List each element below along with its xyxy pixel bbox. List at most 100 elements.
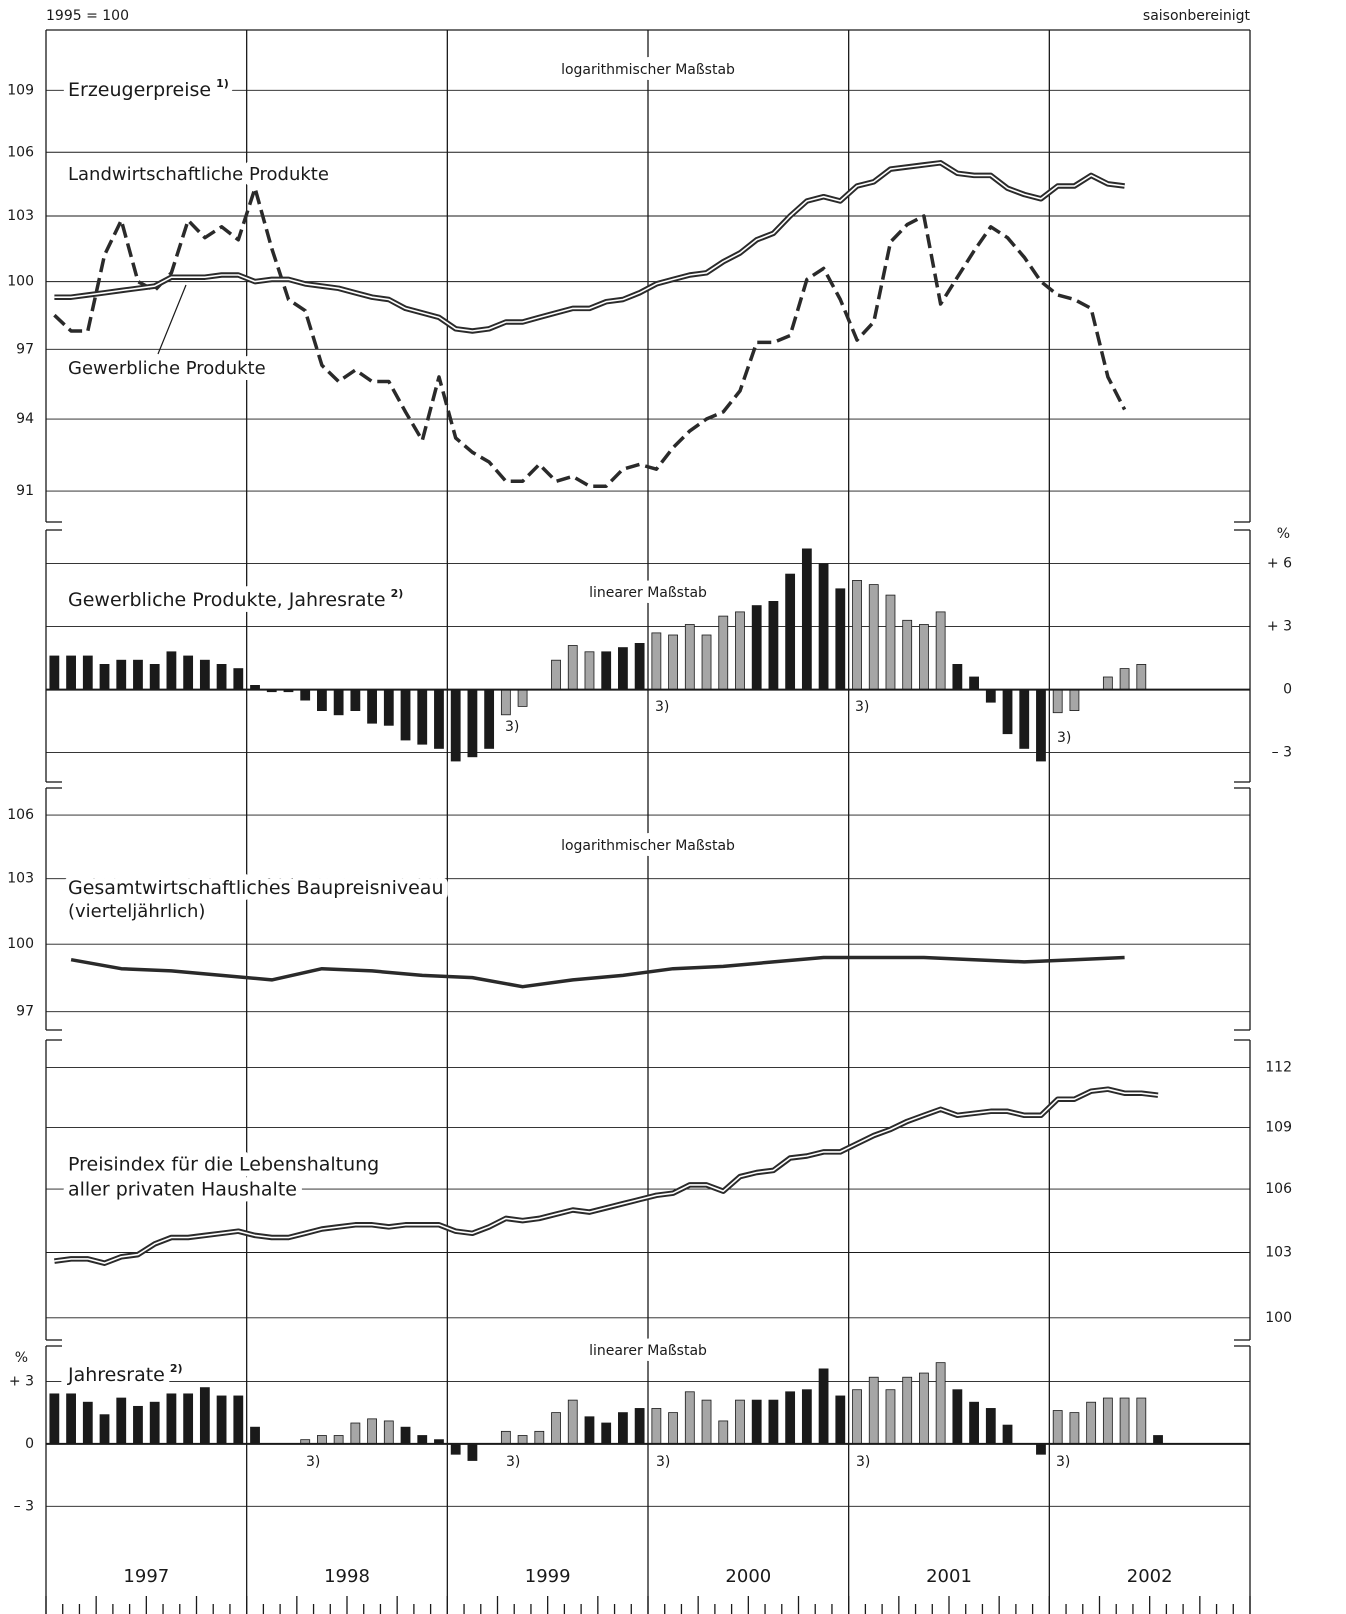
bar [618, 1412, 628, 1445]
bar [818, 563, 829, 690]
bar [634, 1408, 645, 1445]
bar [952, 1389, 963, 1445]
annotation: 3) [1056, 1454, 1070, 1470]
bar [1036, 1443, 1046, 1455]
grid-layer [45, 29, 1251, 1614]
annotation: 3) [655, 699, 669, 715]
bar [233, 1395, 244, 1445]
bar [902, 619, 913, 690]
series-label: Landwirtschaftliche Produkte [68, 164, 329, 185]
bar [317, 689, 327, 711]
bar [166, 1393, 177, 1445]
bar [116, 1397, 127, 1445]
bar [199, 1387, 210, 1445]
bar [149, 664, 160, 691]
mark-layer [46, 160, 1250, 1461]
bar [651, 632, 662, 691]
bar [367, 1418, 377, 1445]
line-series-inner [54, 1088, 1159, 1264]
bar [350, 689, 361, 711]
bar [400, 689, 411, 741]
bar [584, 651, 595, 690]
bar [216, 1395, 227, 1445]
y-unit: % [15, 1350, 28, 1366]
bar [868, 1376, 879, 1445]
y-tick-label: 112 [1265, 1059, 1292, 1075]
panel-title: Preisindex für die Lebenshaltung [68, 1154, 379, 1176]
y-tick-label: – 3 [1272, 745, 1292, 761]
bar [1036, 689, 1046, 762]
bar [233, 668, 244, 690]
bar [467, 1443, 478, 1461]
bar [500, 1430, 511, 1445]
bar [82, 1401, 93, 1445]
bar [935, 611, 946, 691]
y-tick-label: + 6 [1267, 556, 1292, 572]
bar [551, 1412, 561, 1445]
bar [417, 1435, 428, 1445]
bar [434, 689, 444, 749]
bar [902, 1376, 913, 1445]
bar [584, 1416, 595, 1445]
bar [718, 615, 729, 690]
bar [801, 548, 812, 691]
annotation: 3) [656, 1454, 670, 1470]
adjustment-note: saisonbereinigt [1143, 8, 1251, 24]
panel-title-text: Jahresrate [67, 1364, 165, 1386]
bar [551, 659, 561, 691]
bar [835, 1395, 846, 1445]
annotation: 3) [1057, 730, 1071, 746]
bar [450, 1443, 461, 1455]
bar [751, 605, 762, 690]
bar [99, 1414, 110, 1445]
bar [183, 1393, 194, 1445]
bar [1102, 1397, 1113, 1445]
panel-title-text: Erzeugerpreise [68, 79, 211, 101]
bar [852, 580, 862, 691]
y-tick-label: 100 [7, 274, 34, 290]
bar [969, 1401, 979, 1445]
bar [333, 689, 344, 716]
year-label: 2000 [725, 1566, 771, 1587]
year-label: 1999 [525, 1566, 571, 1587]
bar [467, 689, 478, 758]
bar [885, 1389, 896, 1445]
bar [751, 1399, 762, 1445]
year-label: 2002 [1127, 1566, 1173, 1587]
panel-title: Erzeugerpreise 1) [68, 77, 229, 101]
bar [601, 651, 612, 690]
series-label: Gewerbliche Produkte [68, 358, 266, 379]
y-tick-label: 100 [1265, 1310, 1292, 1326]
bar [601, 1422, 612, 1445]
bar [417, 689, 428, 745]
y-tick-label: 109 [7, 82, 34, 98]
bar [785, 1391, 796, 1445]
bar [1052, 1410, 1063, 1445]
bar [82, 655, 93, 690]
bar [166, 651, 177, 690]
bar [684, 1391, 695, 1445]
bar [919, 1372, 929, 1445]
bar [66, 1393, 76, 1445]
bar [350, 1422, 361, 1445]
bar [383, 1420, 394, 1445]
bar [450, 689, 461, 762]
bar [133, 659, 143, 691]
bar [835, 588, 846, 690]
footnote-ref: 2) [170, 1362, 183, 1375]
scale-note: logarithmischer Maßstab [561, 838, 735, 854]
bar [1069, 1412, 1080, 1445]
scale-note: linearer Maßstab [589, 585, 707, 601]
footnote-ref: 2) [391, 587, 404, 600]
bar [919, 624, 929, 690]
y-tick-label: 106 [1265, 1181, 1292, 1197]
bar [1052, 689, 1063, 714]
bar [133, 1405, 143, 1445]
footnote-ref: 1) [216, 77, 229, 90]
y-tick-label: 103 [7, 871, 34, 887]
y-tick-label: 106 [7, 807, 34, 823]
y-tick-label: 100 [7, 936, 34, 952]
line-series [70, 955, 1125, 989]
bar [801, 1389, 812, 1445]
